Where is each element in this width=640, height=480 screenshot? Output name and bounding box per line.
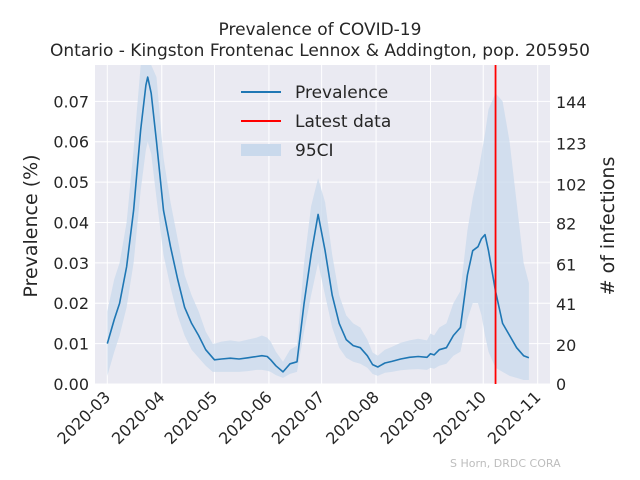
x-tick-label: 2020-05 bbox=[161, 387, 222, 448]
y-tick-label: 0.01 bbox=[53, 335, 89, 354]
y-axis-ticks: 0.00 0.01 0.02 0.03 0.04 0.05 0.06 0.07 bbox=[53, 92, 89, 394]
y2-tick-label: 102 bbox=[556, 175, 587, 194]
y2-tick-label: 0 bbox=[556, 375, 566, 394]
y2-tick-label: 144 bbox=[556, 93, 587, 112]
prevalence-line bbox=[106, 76, 530, 373]
y2-tick-label: 82 bbox=[556, 215, 576, 234]
x-tick-label: 2020-04 bbox=[108, 387, 169, 448]
legend-latest-label: Latest data bbox=[295, 112, 391, 132]
legend-band-swatch bbox=[241, 144, 281, 156]
y-tick-label: 0.05 bbox=[53, 173, 89, 192]
x-tick-label: 2020-10 bbox=[429, 387, 490, 448]
y-tick-label: 0.00 bbox=[53, 375, 89, 394]
chart-subtitle: Ontario - Kingston Frontenac Lennox & Ad… bbox=[50, 41, 590, 61]
y2-axis-ticks: 0 20 41 61 82 102 123 144 bbox=[556, 93, 587, 394]
x-tick-label: 2020-06 bbox=[215, 387, 276, 448]
legend: Prevalence Latest data 95CI bbox=[241, 83, 391, 161]
legend-band-label: 95CI bbox=[295, 141, 334, 161]
confidence-band bbox=[107, 65, 529, 380]
x-tick-label: 2020-08 bbox=[322, 387, 383, 448]
y2-tick-label: 41 bbox=[556, 295, 576, 314]
y2-tick-label: 123 bbox=[556, 134, 587, 153]
y2-tick-label: 61 bbox=[556, 256, 576, 275]
chart-title: Prevalence of COVID-19 bbox=[219, 20, 422, 40]
legend-prevalence-label: Prevalence bbox=[295, 83, 388, 103]
y2-tick-label: 20 bbox=[556, 336, 576, 355]
y-tick-label: 0.04 bbox=[53, 213, 89, 232]
y-axis-label: Prevalence (%) bbox=[20, 154, 42, 297]
x-tick-label: 2020-07 bbox=[268, 387, 329, 448]
credit-text: S Horn, DRDC CORA bbox=[450, 457, 561, 470]
x-axis-ticks: 2020-032020-042020-052020-062020-072020-… bbox=[53, 387, 544, 448]
y-tick-label: 0.06 bbox=[53, 133, 89, 152]
x-tick-label: 2020-09 bbox=[377, 387, 438, 448]
y2-axis-label: # of infections bbox=[597, 157, 619, 296]
y-tick-label: 0.02 bbox=[53, 294, 89, 313]
y-tick-label: 0.03 bbox=[53, 254, 89, 273]
x-tick-label: 2020-11 bbox=[484, 387, 545, 448]
x-tick-label: 2020-03 bbox=[53, 387, 114, 448]
y-tick-label: 0.07 bbox=[53, 92, 89, 111]
